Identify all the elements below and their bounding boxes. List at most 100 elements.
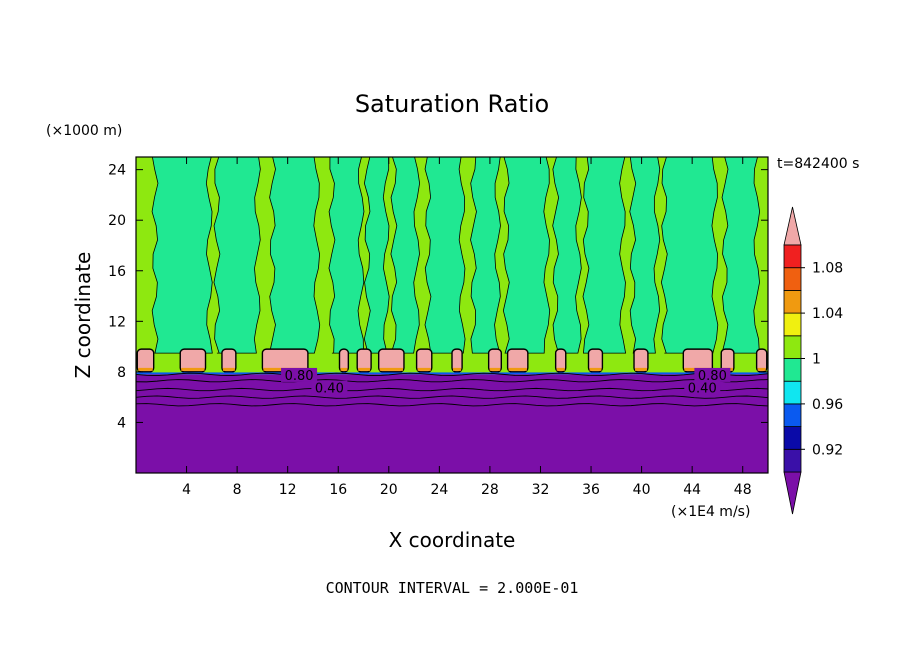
- x-tick-label: 8: [233, 482, 242, 498]
- y-tick-label: 8: [117, 365, 126, 381]
- colorbar-segment: [783, 448, 802, 473]
- contour-line: [136, 379, 768, 383]
- colorbar-arrow-low: [783, 471, 802, 515]
- colorbar-tick-label: 0.96: [812, 397, 843, 413]
- column-region: [629, 157, 661, 354]
- y-tick-label: 24: [108, 163, 126, 179]
- colorbar-segment: [783, 426, 802, 450]
- column-region: [721, 157, 761, 354]
- y-axis: 4 8 12 16 20 24: [108, 163, 768, 431]
- y-axis-label: Z coordinate: [71, 252, 95, 379]
- contour-label: 0.40: [315, 382, 344, 397]
- supersat-bump-edge: [508, 367, 527, 371]
- supersat-bump-edge: [138, 367, 153, 371]
- y-tick-label: 12: [108, 314, 126, 330]
- contour-line: [136, 372, 768, 377]
- supersat-bump: [221, 348, 237, 373]
- x-tick-label: 24: [430, 482, 448, 498]
- x-tick-label: 4: [182, 482, 191, 498]
- x-axis: 4 8 12 16 20 24 28 32 36 40 44 48: [182, 157, 752, 498]
- supersat-bump: [633, 348, 649, 373]
- colorbar-segment: [783, 289, 802, 314]
- supersat-bump: [506, 348, 529, 373]
- supersat-bump-edge: [589, 367, 602, 371]
- column-region: [502, 157, 551, 354]
- colorbar-segment: [783, 244, 802, 269]
- contour-line: [136, 395, 768, 399]
- column-region: [213, 157, 261, 354]
- supersat-bump-edge: [489, 367, 501, 371]
- column-region: [390, 157, 421, 354]
- column-region: [552, 157, 582, 354]
- x-tick-label: 48: [734, 482, 752, 498]
- supersat-bump-edge: [453, 367, 462, 371]
- colorbar-tick-label: 1: [812, 352, 821, 368]
- colorbar: 0.92 0.96 1 1.04 1.08: [783, 206, 843, 515]
- contour-line: [136, 387, 768, 392]
- supersat-bump-edge: [340, 367, 348, 371]
- contour-interval-footer: CONTOUR INTERVAL = 2.000E-01: [326, 579, 579, 597]
- column-region: [582, 157, 627, 354]
- contour-label: 0.40: [688, 382, 717, 397]
- y-tick-label: 16: [108, 264, 126, 280]
- x-tick-label: 20: [380, 482, 398, 498]
- x-tick-label: 16: [329, 482, 347, 498]
- boundary-strip: [136, 372, 768, 375]
- column-region: [424, 157, 466, 354]
- x-units-label: (×1E4 m/s): [671, 504, 750, 520]
- colorbar-tick-label: 1.08: [812, 261, 843, 277]
- supersat-bump-edge: [635, 367, 647, 371]
- x-tick-label: 28: [481, 482, 499, 498]
- supersat-bump: [451, 348, 463, 373]
- x-tick-label: 32: [532, 482, 550, 498]
- colorbar-segment: [783, 312, 802, 337]
- supersat-bump: [377, 348, 405, 373]
- supersat-bump: [356, 348, 372, 373]
- colorbar-segment: [783, 403, 802, 427]
- colorbar-segment: [783, 358, 802, 382]
- y-units-label: (×1000 m): [46, 123, 122, 139]
- supersat-bump: [136, 348, 155, 373]
- supersat-bump-edge: [181, 367, 205, 371]
- x-axis-label: X coordinate: [389, 528, 516, 552]
- x-tick-label: 12: [279, 482, 297, 498]
- colorbar-segment: [783, 267, 802, 291]
- column-region: [269, 157, 321, 354]
- contour-label: 0.80: [285, 369, 314, 384]
- supersat-bump-edge: [379, 367, 403, 371]
- supersat-bump-edge: [222, 367, 235, 371]
- supersat-bump-edge: [556, 367, 565, 371]
- x-tick-label: 40: [633, 482, 651, 498]
- chart-title: Saturation Ratio: [355, 90, 549, 118]
- supersat-bump: [487, 348, 502, 373]
- plot-area: [135, 156, 769, 474]
- contour-label-bg: [684, 380, 721, 395]
- column-region: [660, 157, 719, 354]
- time-label: t=842400 s: [777, 156, 859, 172]
- y-tick-label: 20: [108, 213, 126, 229]
- contour-labels: 0.800.400.800.40: [281, 367, 731, 397]
- plot-clipped-group: [136, 157, 768, 473]
- colorbar-tick-label: 1.04: [812, 306, 843, 322]
- x-tick-label: 44: [683, 482, 701, 498]
- supersat-bump: [554, 348, 567, 373]
- colorbar-arrow-high: [783, 206, 802, 246]
- column-region: [363, 157, 390, 354]
- supersat-bump: [338, 348, 350, 373]
- supersat-bump: [587, 348, 604, 373]
- supersat-bump-edge: [757, 367, 766, 371]
- supersat-bump-edge: [417, 367, 431, 371]
- supersat-bump: [179, 348, 207, 373]
- contour-line: [136, 403, 768, 407]
- dry-layer-region: [136, 374, 768, 473]
- colorbar-segment: [783, 380, 802, 405]
- contour-label-bg: [694, 367, 731, 382]
- colorbar-segment: [783, 335, 802, 359]
- contour-label-bg: [281, 367, 318, 382]
- contour-label: 0.80: [698, 369, 727, 384]
- supersat-bump: [415, 348, 433, 373]
- column-region: [328, 157, 365, 354]
- contour-label-bg: [311, 380, 348, 395]
